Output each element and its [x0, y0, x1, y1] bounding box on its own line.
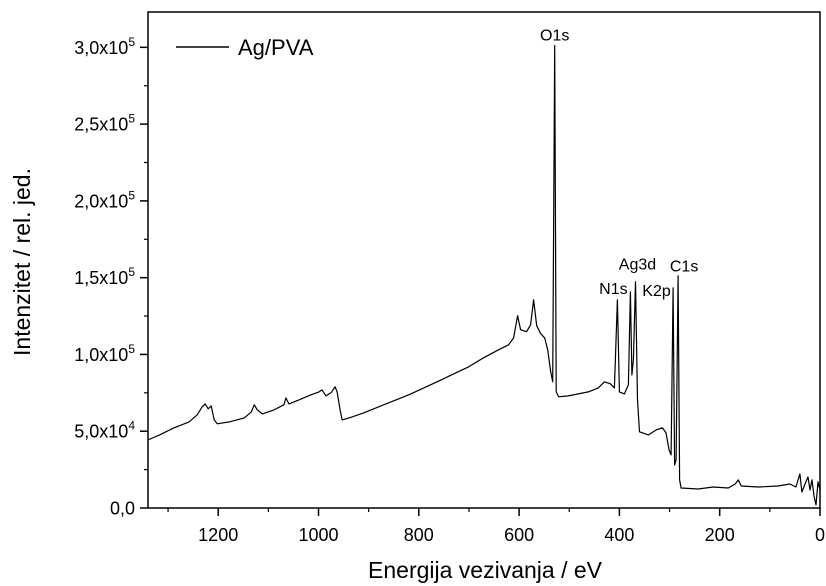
y-tick-label-exponent: 5 [128, 35, 135, 49]
y-tick-label-exponent: 5 [128, 342, 135, 356]
plot-frame [147, 11, 821, 509]
series-layer [148, 44, 820, 506]
y-tick-label-mantissa: 3,0x10 [74, 38, 128, 58]
y-tick-label-exponent: 5 [128, 188, 135, 202]
peak-annotations: O1s N1s Ag3d K2p C1s [540, 27, 698, 299]
legend: Ag/PVA [176, 35, 314, 60]
y-tick-label: 0,0 [110, 499, 135, 519]
y-tick-label-mantissa: 2,0x10 [74, 191, 128, 211]
x-tick-label: 0 [815, 525, 825, 545]
y-tick-label-exponent: 4 [128, 419, 135, 433]
x-tick-label: 800 [404, 525, 434, 545]
x-axis-title: Energija vezivanja / eV [368, 557, 603, 583]
y-tick-label-mantissa: 5,0x10 [74, 422, 128, 442]
x-tick-label: 600 [504, 525, 534, 545]
x-tick-label: 200 [705, 525, 735, 545]
x-tick-label: 400 [604, 525, 634, 545]
x-axis: 1200 1000 800 600 400 200 0 [167, 508, 825, 545]
y-tick-label: 2,5x105 [74, 112, 135, 135]
y-tick-label: 5,0x104 [74, 419, 135, 442]
y-tick-label-mantissa: 2,5x10 [74, 115, 128, 135]
peak-label-o1s: O1s [540, 27, 569, 44]
y-tick-label: 1,5x105 [74, 265, 135, 288]
y-tick-label: 2,0x105 [74, 188, 135, 211]
peak-label-k2p: K2p [642, 283, 671, 300]
y-tick-label: 1,0x105 [74, 342, 135, 365]
y-tick-label-mantissa: 1,5x10 [74, 268, 128, 288]
y-tick-label-exponent: 5 [128, 112, 135, 126]
y-axis-title: Intenzitet / rel. jed. [9, 168, 35, 356]
x-tick-label: 1200 [198, 525, 238, 545]
series-line-ag-pva [148, 44, 820, 506]
y-tick-label-exponent: 5 [128, 265, 135, 279]
y-tick-label: 3,0x105 [74, 35, 135, 58]
x-tick-label: 1000 [298, 525, 338, 545]
y-tick-label-mantissa: 0,0 [110, 499, 135, 519]
y-axis: 0,05,0x1041,0x1051,5x1052,0x1052,5x1053,… [74, 35, 148, 519]
peak-label-n1s: N1s [599, 281, 627, 298]
peak-label-c1s: C1s [670, 259, 698, 276]
y-tick-label-mantissa: 1,0x10 [74, 345, 128, 365]
peak-label-ag3d: Ag3d [619, 257, 656, 274]
legend-label: Ag/PVA [238, 35, 314, 60]
